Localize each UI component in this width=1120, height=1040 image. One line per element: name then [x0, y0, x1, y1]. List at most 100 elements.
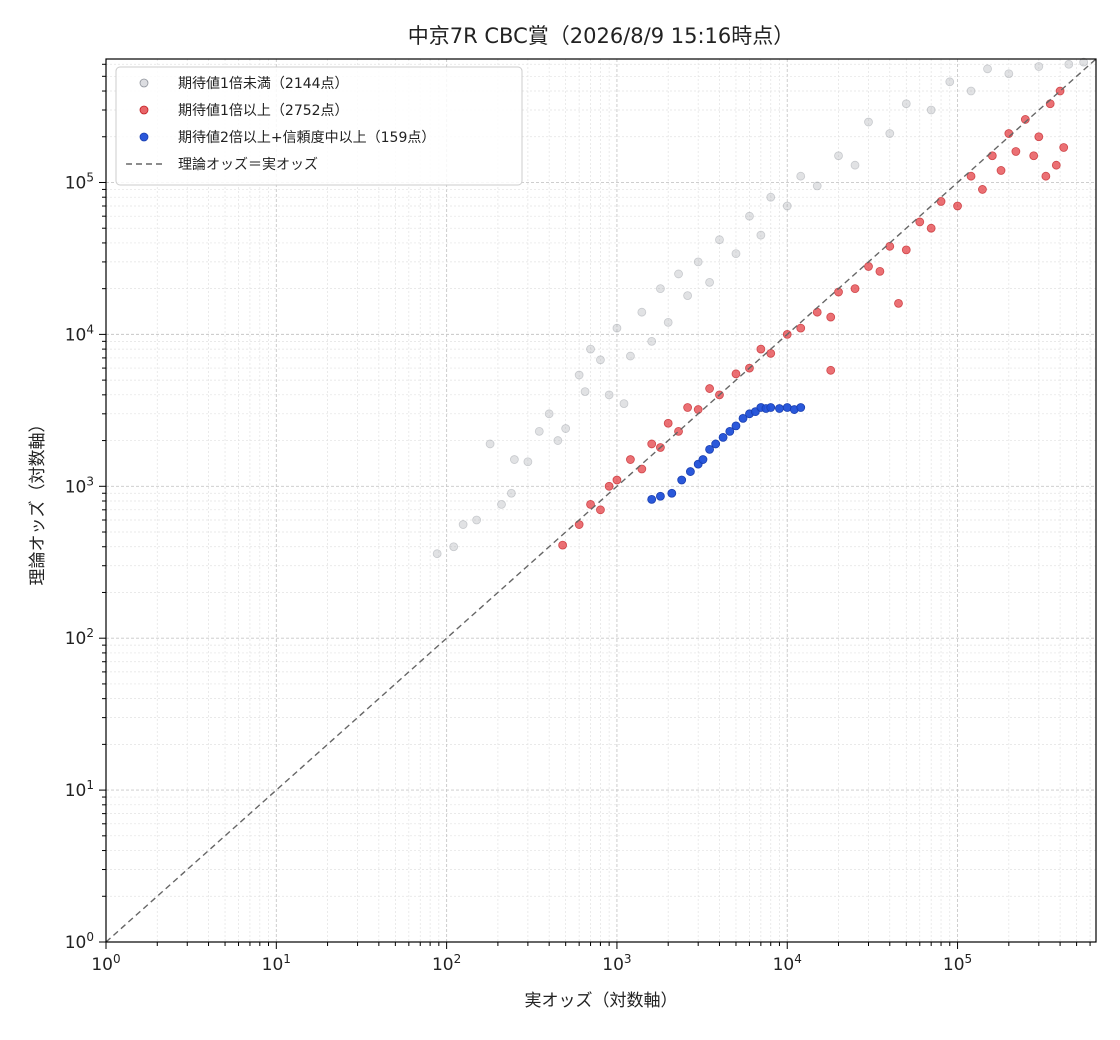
data-point: [1041, 171, 1051, 181]
data-point: [693, 257, 703, 267]
data-point: [966, 86, 976, 96]
data-point: [796, 403, 806, 412]
data-point: [796, 171, 806, 181]
data-point: [626, 455, 635, 464]
data-point: [850, 160, 860, 170]
legend-marker: [139, 78, 149, 88]
data-point: [705, 277, 714, 287]
data-point: [1034, 62, 1044, 71]
data-point: [766, 403, 776, 412]
data-point: [926, 223, 936, 233]
data-point: [875, 266, 885, 276]
data-point: [812, 307, 822, 317]
data-point: [656, 491, 665, 501]
data-point: [663, 418, 673, 428]
data-point: [667, 488, 677, 498]
data-point: [766, 192, 776, 202]
data-point: [683, 403, 693, 412]
data-point: [885, 129, 895, 138]
data-point: [983, 64, 992, 74]
data-point: [812, 181, 822, 191]
data-point: [731, 421, 741, 431]
data-point: [663, 317, 673, 327]
data-point: [775, 404, 784, 413]
legend-label: 期待値1倍未満（2144点）: [178, 76, 349, 92]
data-point: [472, 515, 482, 525]
data-point: [782, 201, 792, 211]
data-point: [826, 365, 836, 375]
data-point: [1004, 69, 1014, 79]
data-point: [604, 481, 614, 491]
data-point: [686, 467, 695, 476]
data-point: [1045, 99, 1055, 109]
data-point: [506, 488, 516, 498]
data-point: [637, 464, 647, 474]
data-point: [936, 197, 946, 206]
data-point: [1034, 132, 1044, 142]
y-tick-label: 100: [65, 930, 94, 953]
x-tick-label: 101: [262, 952, 291, 975]
data-point: [544, 409, 554, 419]
data-point: [485, 439, 495, 449]
data-point: [1011, 147, 1021, 156]
data-point: [901, 99, 911, 109]
data-point: [731, 369, 741, 379]
data-point: [756, 344, 766, 354]
data-point: [966, 171, 976, 181]
x-tick-label: 102: [432, 952, 461, 975]
data-point: [637, 307, 647, 317]
data-point: [586, 344, 595, 354]
data-point: [826, 312, 836, 322]
data-point: [718, 432, 728, 442]
data-point: [580, 387, 590, 397]
data-point: [766, 348, 776, 358]
data-point: [987, 151, 997, 161]
data-point: [715, 235, 724, 245]
x-tick-label: 105: [943, 952, 972, 975]
data-point: [756, 230, 766, 240]
data-point: [1059, 143, 1069, 152]
x-tick-label: 104: [773, 952, 802, 975]
y-axis-label: 理論オッズ（対数軸）: [28, 416, 48, 586]
data-point: [850, 284, 860, 294]
data-point: [901, 245, 911, 255]
data-point: [731, 249, 741, 259]
data-point: [647, 439, 657, 449]
data-point: [711, 439, 721, 449]
data-point: [656, 284, 665, 294]
data-point: [612, 323, 622, 333]
data-point: [596, 505, 605, 515]
data-point: [458, 520, 468, 529]
data-point: [894, 298, 903, 308]
data-point: [1051, 160, 1061, 170]
data-point: [978, 185, 987, 194]
data-point: [604, 390, 614, 400]
data-point: [574, 370, 584, 380]
data-point: [705, 444, 714, 454]
data-point: [674, 269, 683, 279]
data-point: [926, 105, 936, 115]
data-point: [705, 384, 714, 393]
data-point: [1029, 151, 1039, 161]
y-tick-label: 101: [65, 778, 94, 801]
data-point: [834, 151, 843, 161]
legend-marker: [139, 132, 149, 142]
y-tick-label: 102: [65, 626, 94, 649]
identity-line: [105, 58, 1097, 943]
data-point: [915, 217, 925, 227]
data-point: [596, 355, 605, 365]
data-point: [432, 549, 442, 559]
data-point: [509, 455, 519, 464]
data-point: [677, 475, 687, 485]
data-point: [586, 499, 595, 509]
data-point: [619, 399, 629, 409]
legend-box: [115, 66, 523, 186]
chart-title: 中京7R CBC賞（2026/8/9 15:16時点）: [408, 24, 795, 48]
data-point: [449, 542, 459, 552]
data-point: [864, 262, 873, 271]
plot-frame: [105, 58, 1097, 943]
data-point: [553, 436, 563, 445]
data-point: [561, 424, 571, 433]
